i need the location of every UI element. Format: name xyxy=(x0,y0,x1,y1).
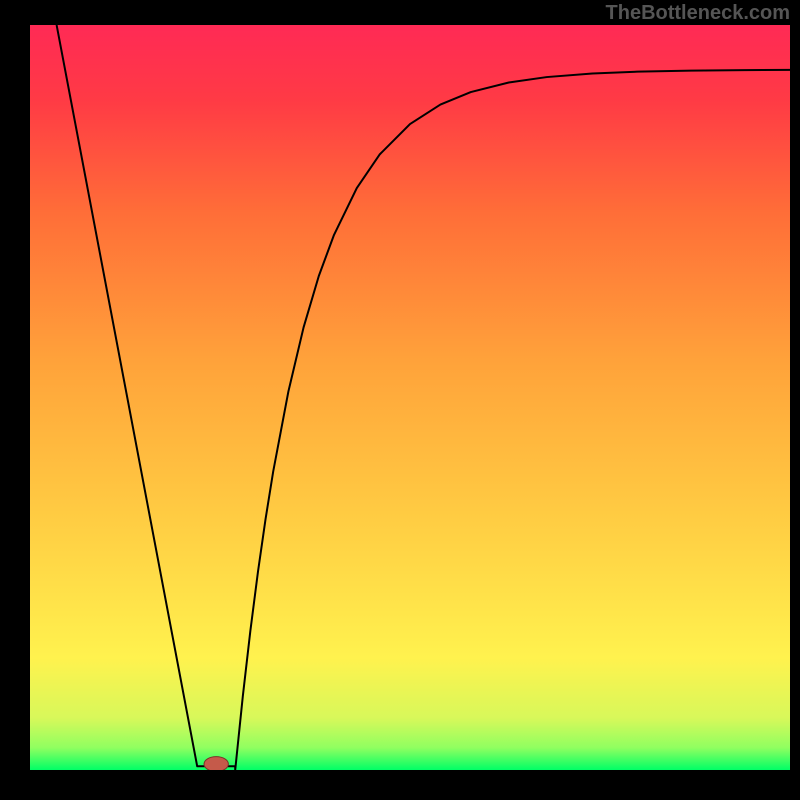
gradient-background xyxy=(30,25,790,770)
optimal-marker xyxy=(204,757,228,770)
plot-area xyxy=(30,25,790,770)
chart-container: TheBottleneck.com xyxy=(0,0,800,800)
watermark-text: TheBottleneck.com xyxy=(606,2,790,25)
chart-svg xyxy=(30,25,790,770)
